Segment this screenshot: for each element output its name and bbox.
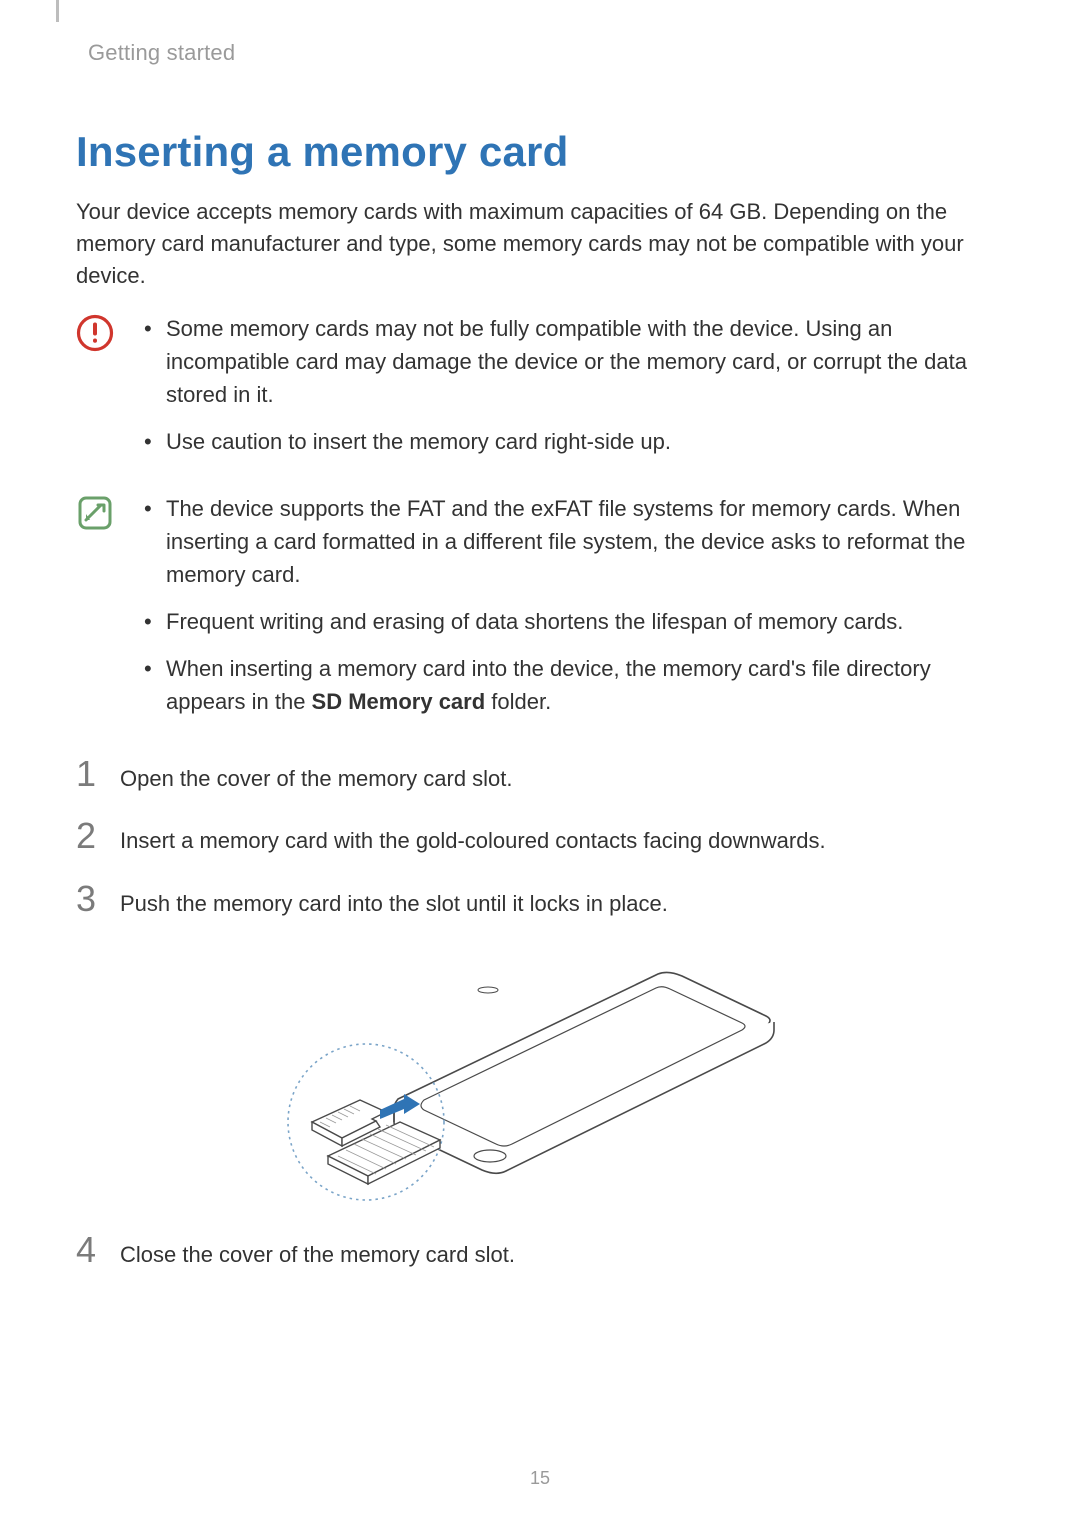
step-item: 1 Open the cover of the memory card slot… [76,756,1000,795]
warning-icon [76,312,138,472]
step-item: 3 Push the memory card into the slot unt… [76,881,1000,920]
step-text: Insert a memory card with the gold-colou… [120,820,1000,857]
step-item: 2 Insert a memory card with the gold-col… [76,818,1000,857]
note-icon [76,492,138,732]
warning-item: Some memory cards may not be fully compa… [138,312,1000,411]
step-text: Push the memory card into the slot until… [120,883,1000,920]
steps-list-continued: 4 Close the cover of the memory card slo… [76,1232,1000,1271]
note-item: When inserting a memory card into the de… [138,652,1000,718]
note-item: The device supports the FAT and the exFA… [138,492,1000,591]
header-rule-mark [56,0,59,22]
step-text: Open the cover of the memory card slot. [120,758,1000,795]
warning-item: Use caution to insert the memory card ri… [138,425,1000,458]
tablet-memory-card-insertion-diagram [56,944,1000,1204]
note-callout: The device supports the FAT and the exFA… [76,492,1000,732]
step-number: 3 [76,881,120,917]
step-number: 1 [76,756,120,792]
step-item: 4 Close the cover of the memory card slo… [76,1232,1000,1271]
note-item: Frequent writing and erasing of data sho… [138,605,1000,638]
page-number: 15 [0,1468,1080,1489]
page-title: Inserting a memory card [76,128,1000,176]
step-number: 4 [76,1232,120,1268]
steps-list: 1 Open the cover of the memory card slot… [76,756,1000,920]
warning-callout: Some memory cards may not be fully compa… [76,312,1000,472]
step-number: 2 [76,818,120,854]
intro-paragraph: Your device accepts memory cards with ma… [76,196,990,292]
step-text: Close the cover of the memory card slot. [120,1234,1000,1271]
breadcrumb: Getting started [88,40,1000,66]
